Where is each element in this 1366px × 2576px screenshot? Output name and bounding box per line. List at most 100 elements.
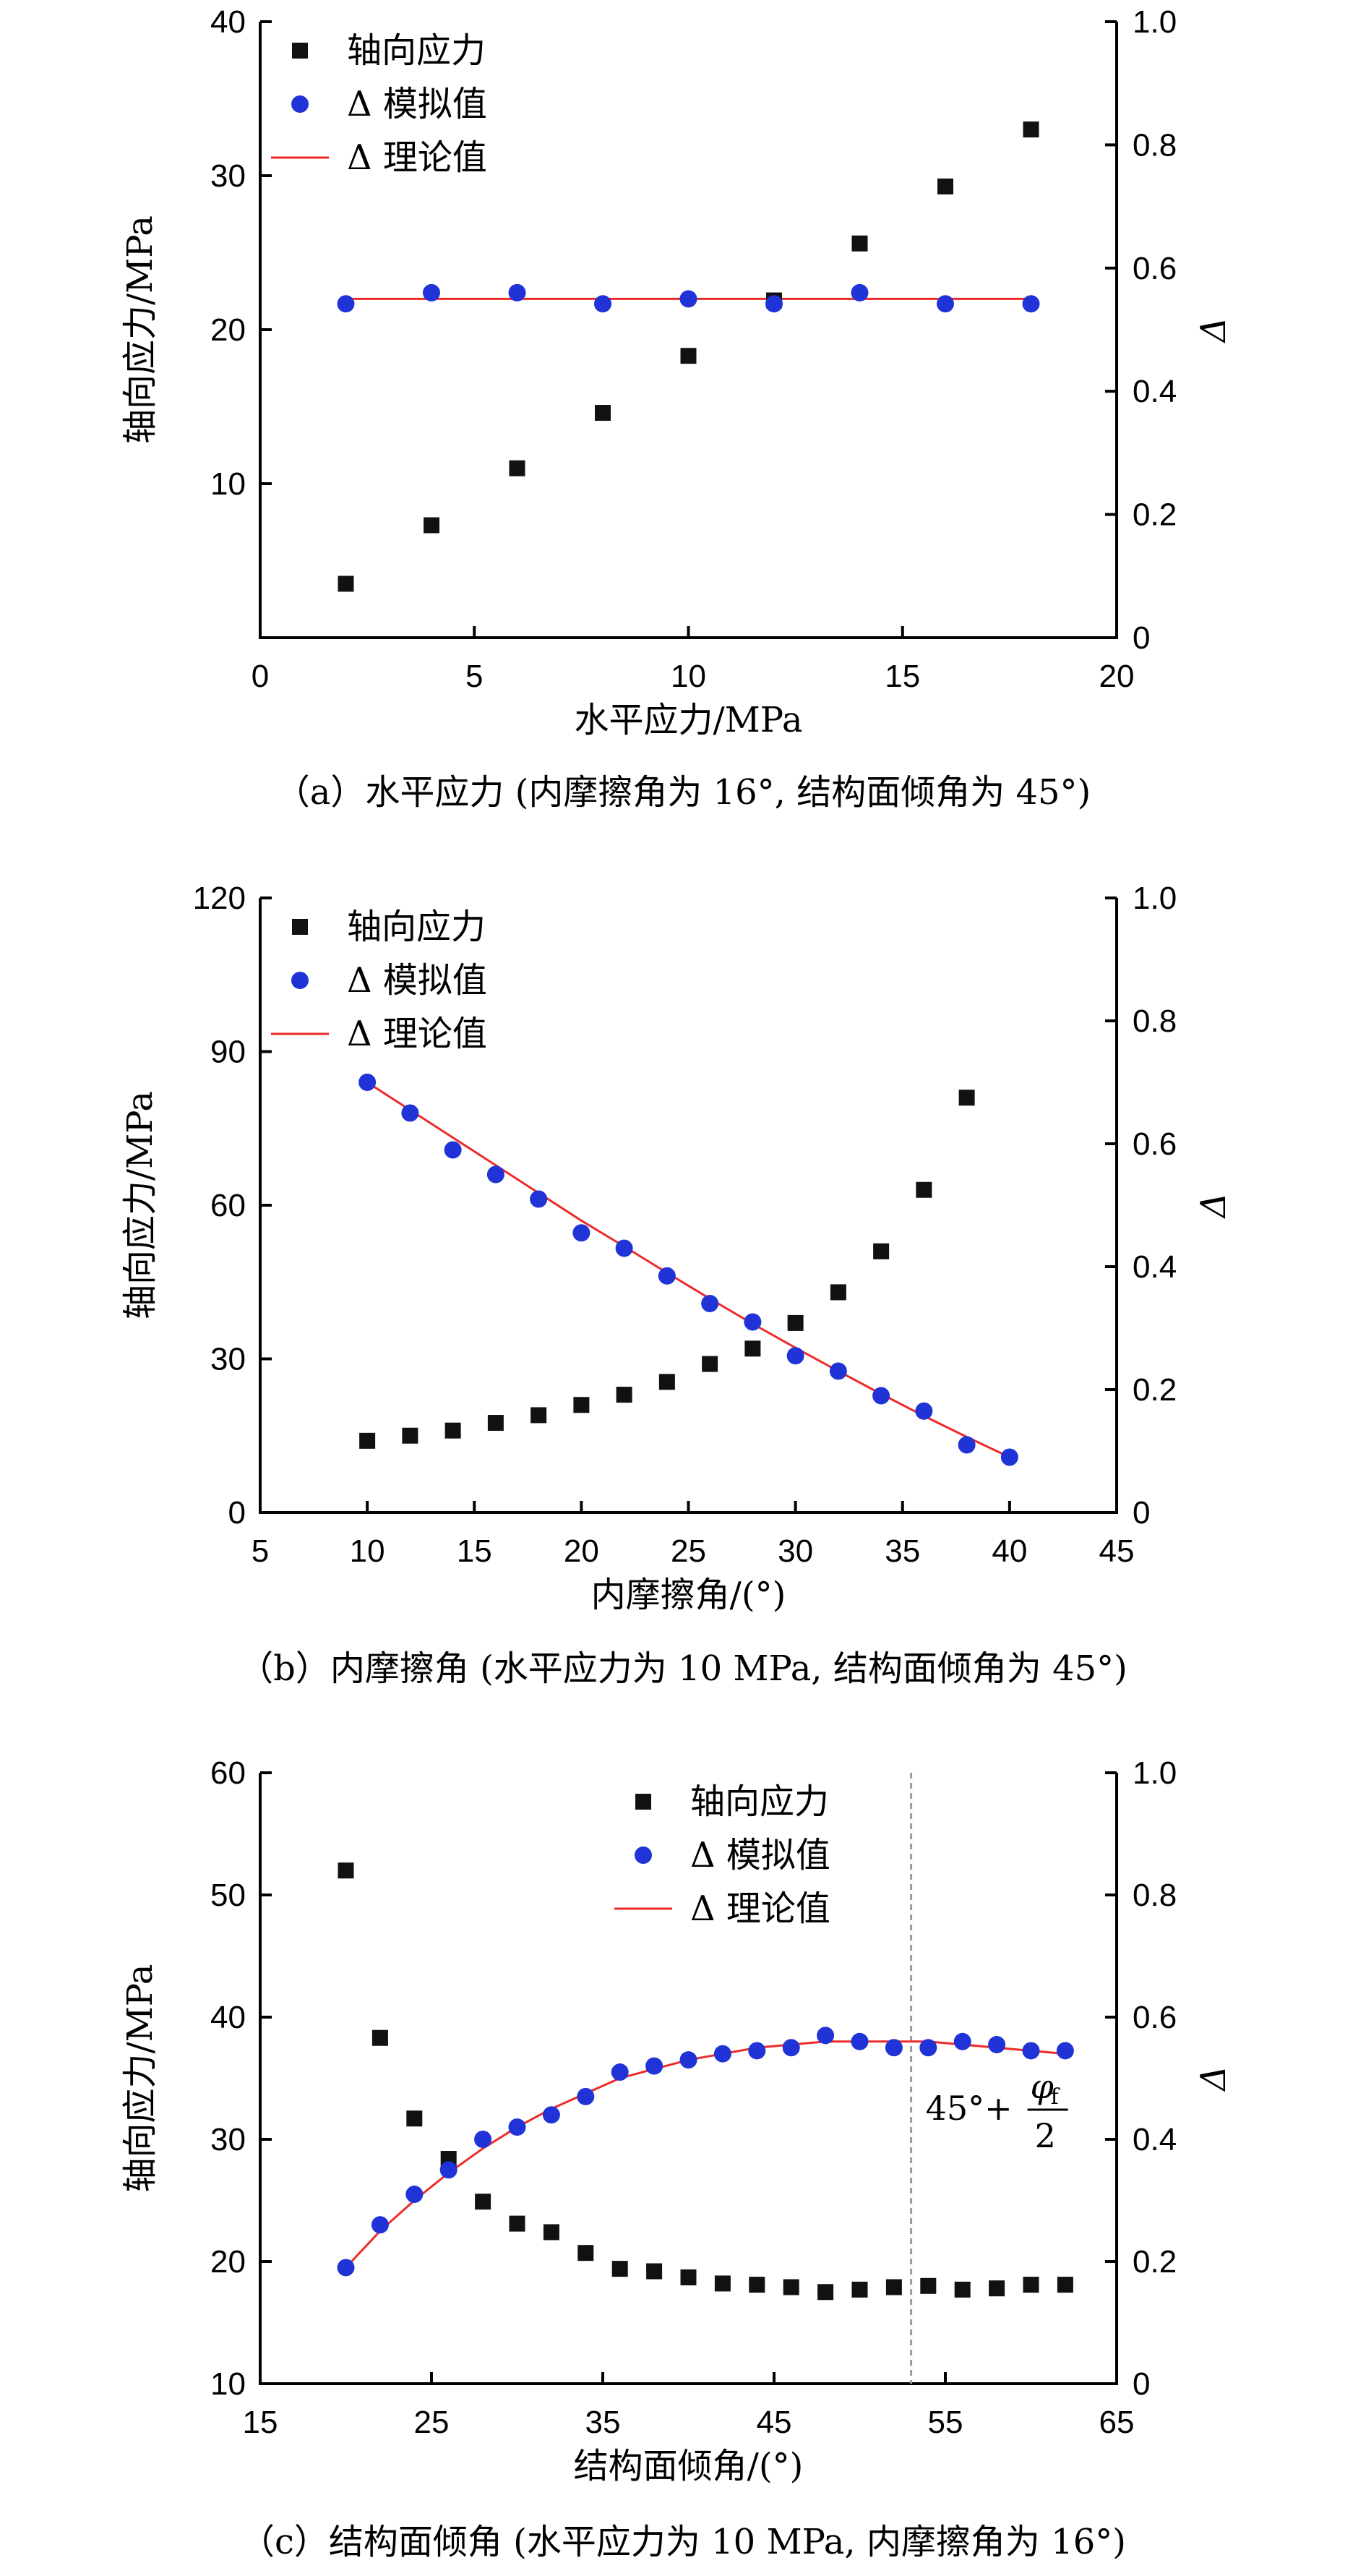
legend-theory-label: Δ 理论值: [347, 137, 487, 178]
delta-sim-point: [919, 2039, 937, 2057]
legend-theory-label: Δ 理论值: [347, 1014, 487, 1054]
x-axis-title: 内摩擦角/(°): [591, 1575, 786, 1615]
y-tick-label: 20: [210, 312, 246, 348]
y-tick-label: 20: [210, 2244, 246, 2280]
y2-axis-title: Δ: [1193, 1193, 1234, 1220]
delta-sim-point: [1022, 295, 1040, 313]
delta-sim-point: [444, 1141, 462, 1159]
y-tick-label: 90: [210, 1035, 246, 1070]
x-tick-label: 35: [885, 1533, 920, 1569]
delta-sim-point: [786, 1347, 804, 1365]
x-tick-label: 25: [671, 1533, 706, 1569]
x-tick-label: 30: [778, 1533, 813, 1569]
delta-sim-point: [508, 283, 526, 301]
y2-tick-label: 0.2: [1133, 1372, 1177, 1408]
y2-tick-label: 0.6: [1133, 1126, 1177, 1162]
delta-sim-point: [851, 283, 869, 301]
x-tick-label: 10: [671, 659, 706, 694]
delta-sim-point: [829, 1362, 847, 1380]
y-axis-title: 轴向应力/MPa: [120, 1091, 160, 1319]
y2-tick-label: 0: [1133, 2366, 1150, 2402]
legend-sim-label: Δ 模拟值: [347, 960, 487, 1001]
delta-sim-point: [885, 2039, 903, 2057]
legend-sim-label: Δ 模拟值: [347, 84, 487, 124]
delta-sim-point: [915, 1402, 933, 1420]
legend: 轴向应力 Δ 模拟值 Δ 理论值: [614, 1781, 830, 1929]
axial-stress-point: [577, 2245, 594, 2262]
delta-sim-point: [615, 1239, 633, 1257]
y2-tick-label: 1.0: [1133, 1755, 1177, 1791]
legend: 轴向应力 Δ 模拟值 Δ 理论值: [271, 30, 487, 178]
delta-sim-point: [486, 1165, 504, 1184]
delta-sim-point: [958, 1436, 976, 1454]
axial-stress-point: [830, 1284, 846, 1301]
y2-tick-label: 0.4: [1133, 2122, 1177, 2157]
axial-stress-point: [851, 235, 868, 252]
axial-stress-point: [744, 1340, 761, 1357]
axial-stress-point: [702, 1356, 718, 1372]
delta-sim-point: [645, 2057, 663, 2075]
x-tick-label: 45: [757, 2405, 792, 2440]
axial-stress-point: [444, 1422, 461, 1439]
plot-frame: [259, 1773, 1118, 2385]
delta-sim-point: [851, 2032, 869, 2050]
delta-sim-point: [542, 2106, 560, 2124]
delta-sim-point: [530, 1190, 548, 1208]
delta-sim-point: [611, 2063, 629, 2081]
y-tick-label: 10: [210, 2366, 246, 2402]
delta-sim-point: [765, 295, 783, 313]
axial-stress-point: [475, 2194, 491, 2210]
x-tick-label: 65: [1099, 2405, 1135, 2440]
y-tick-label: 50: [210, 1878, 246, 1913]
x-tick-label: 25: [414, 2405, 450, 2440]
axial-stress-point: [885, 2279, 902, 2295]
axial-stress-point: [873, 1243, 890, 1259]
y2-axis-title: Δ: [1193, 317, 1234, 344]
axial-stress-point: [487, 1415, 504, 1432]
axial-stress-point: [916, 1181, 932, 1198]
x-tick-label: 10: [350, 1533, 385, 1569]
axial-stress-point: [338, 575, 354, 592]
delta-sim-point: [405, 2186, 424, 2204]
x-tick-label: 55: [928, 2405, 963, 2440]
y-tick-label: 30: [210, 158, 246, 194]
chart-panel-a: 0 5 10 15 20 10 20 30 40 0 0.2 0.4 0.6 0.8 1.0 水平应力/MPa…: [120, 4, 1234, 813]
legend-axial-label: 轴向应力: [347, 907, 486, 947]
axial-stress-point: [573, 1397, 590, 1413]
axial-stress-point: [1057, 2277, 1073, 2293]
chart-panel-c: 15 25 35 45 55 65 10 20 30 40 50 60 0 0.2 0.4 0.6 0.8 1.0…: [120, 1755, 1234, 2562]
delta-sim-point: [577, 2087, 595, 2105]
y2-axis-title: Δ: [1193, 2066, 1234, 2092]
delta-sim-point: [701, 1295, 719, 1312]
panel-caption: （c）结构面倾角 (水平应力为 10 MPa, 内摩擦角为 16°): [240, 2522, 1126, 2562]
axial-stress-point: [954, 2281, 971, 2298]
annotation-numerator: φ: [1031, 2067, 1054, 2106]
y2-tick-label: 1.0: [1133, 881, 1177, 916]
delta-sim-point: [953, 2032, 971, 2050]
legend-sim-marker: [635, 1847, 652, 1864]
x-axis-title: 结构面倾角/(°): [574, 2446, 804, 2486]
figure-panels: 0 5 10 15 201020304000.20.40.60.81.0水平应力/MPa…: [120, 4, 1234, 2562]
y-tick-label: 60: [210, 1755, 246, 1791]
legend-theory-label: Δ 理论值: [690, 1888, 830, 1929]
axial-stress-point: [749, 2277, 765, 2293]
panel-caption: （b）内摩擦角 (水平应力为 10 MPa, 结构面倾角为 45°): [239, 1648, 1127, 1689]
axial-stress-point: [611, 2261, 628, 2277]
delta-sim-point: [988, 2036, 1006, 2054]
axial-stress-point: [1023, 2277, 1039, 2293]
y2-tick-label: 0.8: [1133, 127, 1177, 163]
y2-tick-label: 0.2: [1133, 497, 1177, 533]
axial-stress-point: [359, 1432, 376, 1449]
delta-sim-point: [337, 295, 355, 313]
y2-tick-label: 0.6: [1133, 2000, 1177, 2035]
axial-stress-point: [616, 1387, 632, 1403]
axial-stress-point: [509, 2215, 525, 2232]
legend-axial-label: 轴向应力: [347, 30, 486, 71]
theory-line: [366, 1081, 1010, 1458]
axial-stress-point: [714, 2275, 731, 2292]
legend-sim-label: Δ 模拟值: [690, 1835, 830, 1875]
delta-sim-point: [474, 2131, 492, 2148]
delta-sim-point: [872, 1387, 890, 1405]
y-tick-label: 30: [210, 2122, 246, 2157]
